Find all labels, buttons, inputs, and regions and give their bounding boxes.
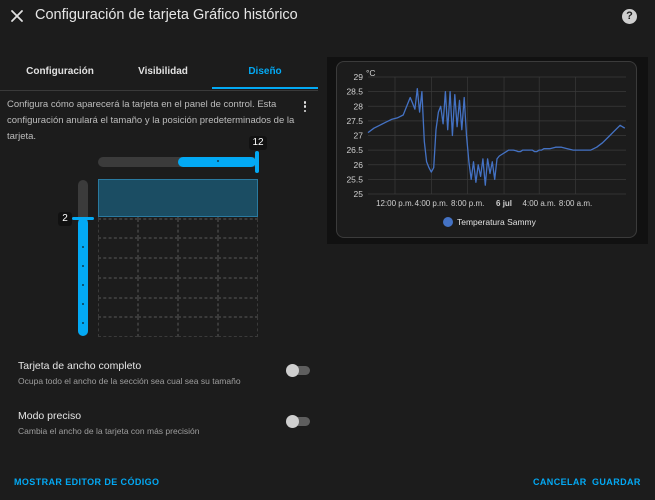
x-tick-label: 6 jul [496,199,512,208]
rows-slider-fill [78,218,88,336]
more-options-icon[interactable] [302,101,308,115]
rows-slider-dot [82,265,84,267]
grid-cell [138,317,178,337]
grid-cell [178,258,218,278]
full-width-subtitle: Ocupa todo el ancho de la sección sea cu… [18,376,241,386]
grid-cell [218,277,258,298]
grid-cell [138,297,178,318]
legend-label[interactable]: Temperatura Sammy [457,217,536,227]
tab-bar: Configuración Visibilidad Diseño [0,58,318,91]
save-button[interactable]: GUARDAR [592,477,641,487]
rows-value-label: 2 [58,212,72,226]
y-tick-label: 29 [354,72,364,82]
cancel-button[interactable]: CANCELAR [533,477,587,487]
grid-cell [98,238,138,258]
tab-visibilidad[interactable]: Visibilidad [138,66,188,77]
active-tab-indicator [212,87,318,89]
grid-cell [98,277,138,298]
x-tick-label: 12:00 p.m. [376,199,414,208]
grid-cell [218,317,258,337]
grid-cell [98,258,138,278]
rows-slider-dot [82,303,84,305]
columns-value-label: 12 [249,136,267,150]
y-tick-label: 26 [354,160,364,170]
tab-diseno[interactable]: Diseño [248,66,282,77]
grid-cell [218,297,258,318]
x-tick-label: 8:00 a.m. [559,199,592,208]
y-tick-label: 26.5 [346,145,363,155]
full-width-toggle-knob[interactable] [286,364,299,377]
rows-slider-dot [82,284,84,286]
full-width-title: Tarjeta de ancho completo [18,360,142,372]
dialog-header: Configuración de tarjeta Gráfico históri… [0,0,655,34]
y-tick-label: 25 [354,189,364,199]
grid-cell [98,317,138,337]
rows-slider-dot [82,322,84,324]
rows-slider-handle[interactable] [72,217,94,220]
grid-cell [178,218,218,239]
x-tick-label: 4:00 a.m. [523,199,556,208]
precise-mode-toggle-knob[interactable] [286,415,299,428]
full-width-toggle[interactable] [289,366,310,375]
grid-cell [138,277,178,298]
grid-cell [218,258,258,278]
grid-cell [98,218,138,239]
grid-cell [218,218,258,239]
grid-cell [178,297,218,318]
y-unit-label: °C [366,68,376,78]
y-tick-label: 28.5 [346,87,363,97]
tab-configuracion[interactable]: Configuración [26,66,94,77]
grid-cell [218,238,258,258]
help-icon[interactable]: ? [622,9,637,24]
columns-slider-handle[interactable] [255,151,259,173]
rows-slider-dot [82,246,84,248]
columns-slider-fill [178,157,256,167]
y-tick-label: 28 [354,101,364,111]
series-line [367,88,626,186]
y-tick-label: 25.5 [346,174,363,184]
layout-grid-selection [98,179,258,217]
columns-slider-dot [217,160,219,162]
x-tick-label: 8:00 p.m. [451,199,484,208]
y-tick-label: 27 [354,131,364,141]
grid-cell [178,277,218,298]
precise-mode-toggle[interactable] [289,417,310,426]
y-tick-label: 27.5 [346,116,363,126]
layout-description: Configura cómo aparecerá la tarjeta en e… [7,99,295,142]
close-icon[interactable] [9,8,25,24]
grid-cell [178,238,218,258]
grid-cell [98,297,138,318]
show-code-editor-button[interactable]: MOSTRAR EDITOR DE CÓDIGO [14,477,160,487]
grid-cell [138,258,178,278]
dialog-title: Configuración de tarjeta Gráfico históri… [35,7,298,23]
grid-cell [138,238,178,258]
grid-cell [178,317,218,337]
x-tick-label: 4:00 p.m. [415,199,448,208]
grid-cell [138,218,178,239]
legend-swatch[interactable] [443,217,453,227]
precise-mode-subtitle: Cambia el ancho de la tarjeta con más pr… [18,426,200,436]
precise-mode-title: Modo preciso [18,410,82,422]
